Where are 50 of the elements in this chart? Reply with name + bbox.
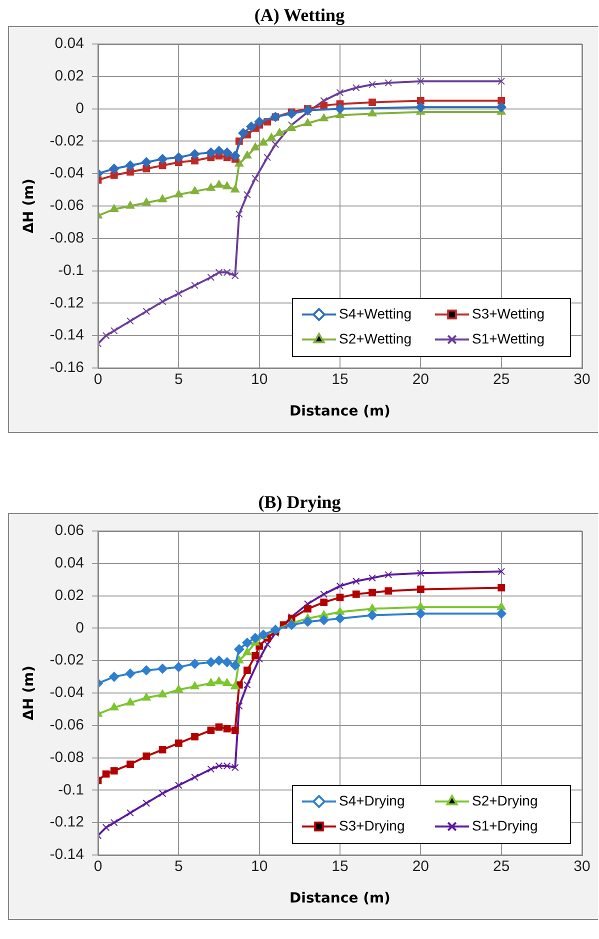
y-tick-label: 0 <box>76 100 84 117</box>
x-tick-label: 20 <box>412 371 430 388</box>
y-tick-label: -0.14 <box>50 846 84 864</box>
y-tick-label: -0.08 <box>50 748 84 766</box>
y-tick-label: 0.02 <box>54 586 84 604</box>
y-tick-label: -0.02 <box>50 652 84 669</box>
legend-label: S3+Wetting <box>472 305 545 322</box>
y-axis-title: ΔH (m) <box>21 178 38 234</box>
y-tick-label: -0.1 <box>58 781 84 798</box>
x-tick-label: 0 <box>94 858 102 876</box>
legend-label: S2+Drying <box>472 792 538 808</box>
y-tick-label: 0 <box>76 619 84 636</box>
y-tick-label: -0.12 <box>50 294 84 312</box>
x-tick-label: 10 <box>250 858 268 876</box>
x-tick-label: 5 <box>174 371 183 388</box>
x-axis-title: Distance (m) <box>290 890 390 907</box>
x-tick-label: 30 <box>574 858 590 876</box>
legend-label: S4+Wetting <box>339 305 412 322</box>
y-tick-label: -0.06 <box>50 716 84 734</box>
y-tick-label: -0.06 <box>50 197 84 214</box>
y-tick-label: -0.16 <box>50 359 84 376</box>
legend-label: S1+Wetting <box>472 330 545 346</box>
y-tick-label: 0.02 <box>54 68 84 85</box>
y-axis-title: ΔH (m) <box>21 666 38 720</box>
x-axis-title: Distance (m) <box>290 404 390 420</box>
legend-label: S2+Wetting <box>339 330 412 346</box>
x-tick-label: 30 <box>574 371 590 388</box>
y-tick-label: -0.04 <box>50 164 84 182</box>
x-tick-label: 5 <box>174 858 183 876</box>
y-tick-label: -0.08 <box>50 230 84 247</box>
x-tick-label: 15 <box>332 371 348 388</box>
legend-label: S4+Drying <box>339 792 405 808</box>
x-tick-label: 15 <box>332 858 348 876</box>
chart-title: (A) Wetting <box>253 4 346 26</box>
y-tick-label: 0.04 <box>54 554 84 572</box>
y-tick-label: 0.06 <box>54 522 84 540</box>
y-tick-label: -0.14 <box>50 326 84 344</box>
legend-label: S1+Drying <box>472 817 538 834</box>
x-tick-label: 20 <box>412 858 430 876</box>
x-tick-label: 25 <box>492 371 510 388</box>
x-tick-label: 0 <box>94 371 102 388</box>
y-tick-label: -0.12 <box>50 814 84 831</box>
chart-title: (B) Drying <box>257 491 342 513</box>
x-tick-label: 10 <box>250 371 268 388</box>
y-tick-label: -0.02 <box>50 132 84 150</box>
y-tick-label: -0.04 <box>50 684 84 702</box>
y-tick-label: 0.04 <box>54 35 84 52</box>
legend-label: S3+Drying <box>339 817 405 834</box>
x-tick-label: 25 <box>492 858 510 876</box>
y-tick-label: -0.1 <box>58 262 84 279</box>
